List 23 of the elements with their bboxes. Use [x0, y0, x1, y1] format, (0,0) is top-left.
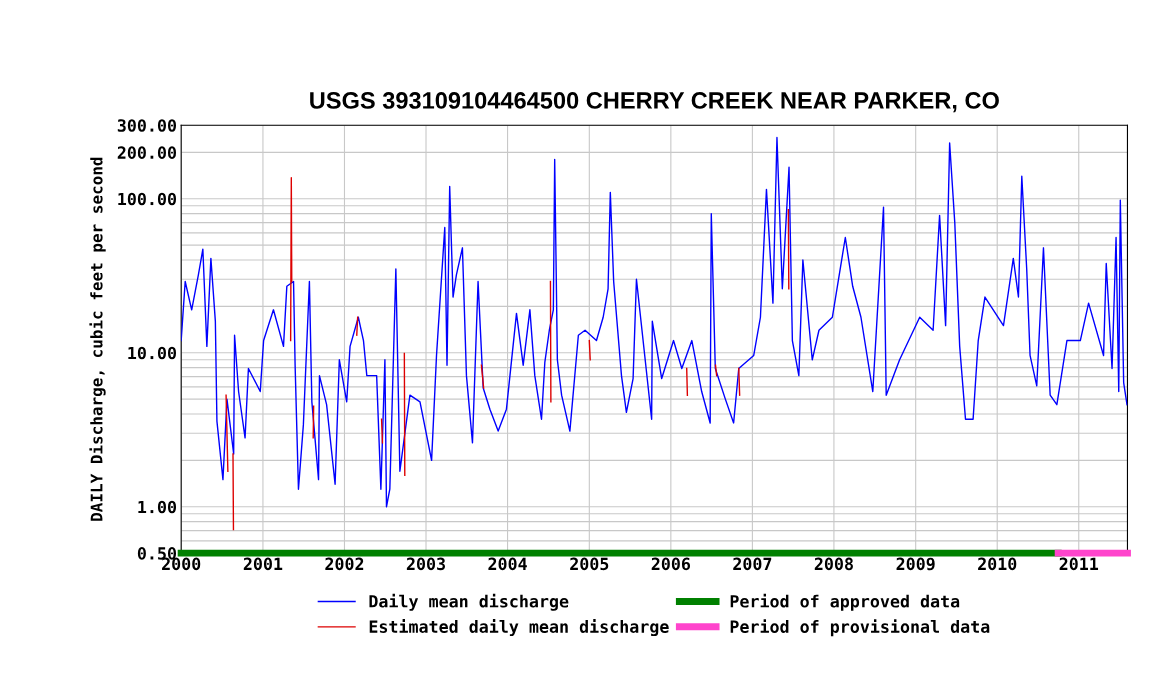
- legend-label: Period of provisional data: [730, 619, 990, 637]
- legend-label: Estimated daily mean discharge: [369, 619, 669, 637]
- y-tick-label: 100.00: [118, 192, 177, 206]
- x-tick-label: 2007: [733, 557, 772, 571]
- y-tick-label: 300.00: [117, 119, 177, 132]
- x-tick-label: 2001: [243, 557, 283, 571]
- line-series: [181, 136, 1128, 508]
- x-tick-label: 2005: [570, 557, 609, 571]
- x-tick-label: 2008: [814, 557, 853, 571]
- x-tick-label: 2006: [651, 557, 691, 571]
- x-tick-label: 2002: [325, 557, 364, 571]
- y-axis-title: DAILY Discharge, cubic feet per second: [89, 157, 106, 521]
- y-tick-label: 1.00: [138, 500, 177, 514]
- legend-label: Daily mean discharge: [369, 593, 569, 611]
- y-tick-label: 200.00: [117, 146, 177, 159]
- x-tick-label: 2011: [1059, 557, 1099, 571]
- x-tick-label: 2004: [488, 557, 527, 571]
- y-tick-label: 10.00: [128, 346, 177, 360]
- x-tick-label: 2003: [406, 557, 445, 571]
- x-tick-label: 2010: [978, 557, 1017, 571]
- x-tick-label: 2009: [896, 557, 935, 571]
- legend-label: Period of approved data: [730, 593, 960, 611]
- chart-title: USGS 393109104464500 CHERRY CREEK NEAR PARKER, CO: [310, 92, 999, 113]
